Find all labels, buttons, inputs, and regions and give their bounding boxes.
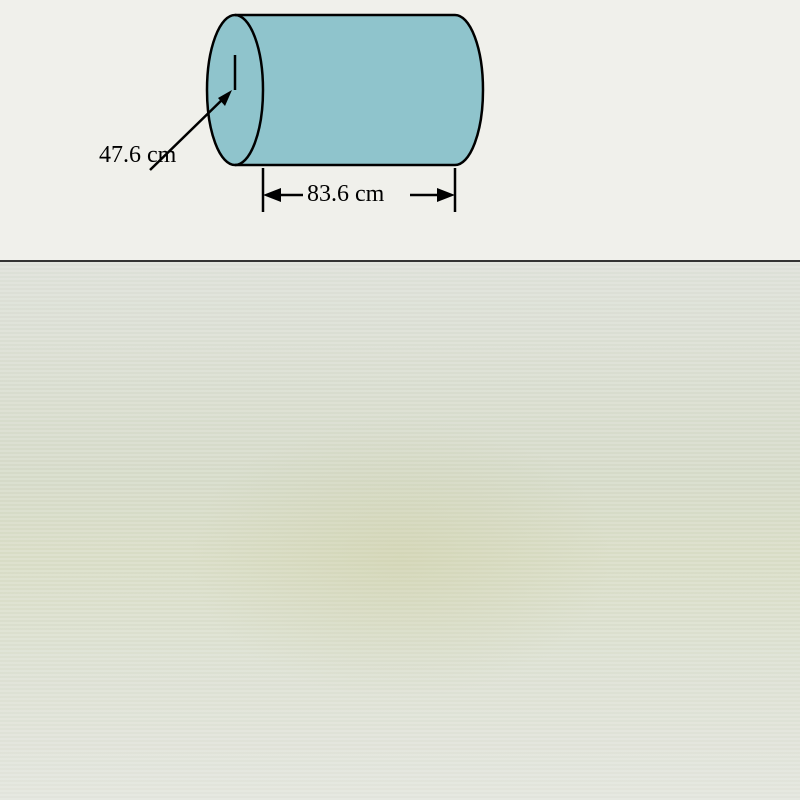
length-label: 83.6 cm — [307, 181, 384, 208]
screen-moire-background — [0, 262, 800, 800]
length-arrowhead-right — [437, 188, 455, 202]
cylinder-body-fill — [235, 15, 483, 165]
radius-label: 47.6 cm — [99, 142, 176, 169]
cylinder-diagram — [0, 0, 800, 260]
diagram-area: 47.6 cm 83.6 cm — [0, 0, 800, 260]
length-arrowhead-left — [263, 188, 281, 202]
